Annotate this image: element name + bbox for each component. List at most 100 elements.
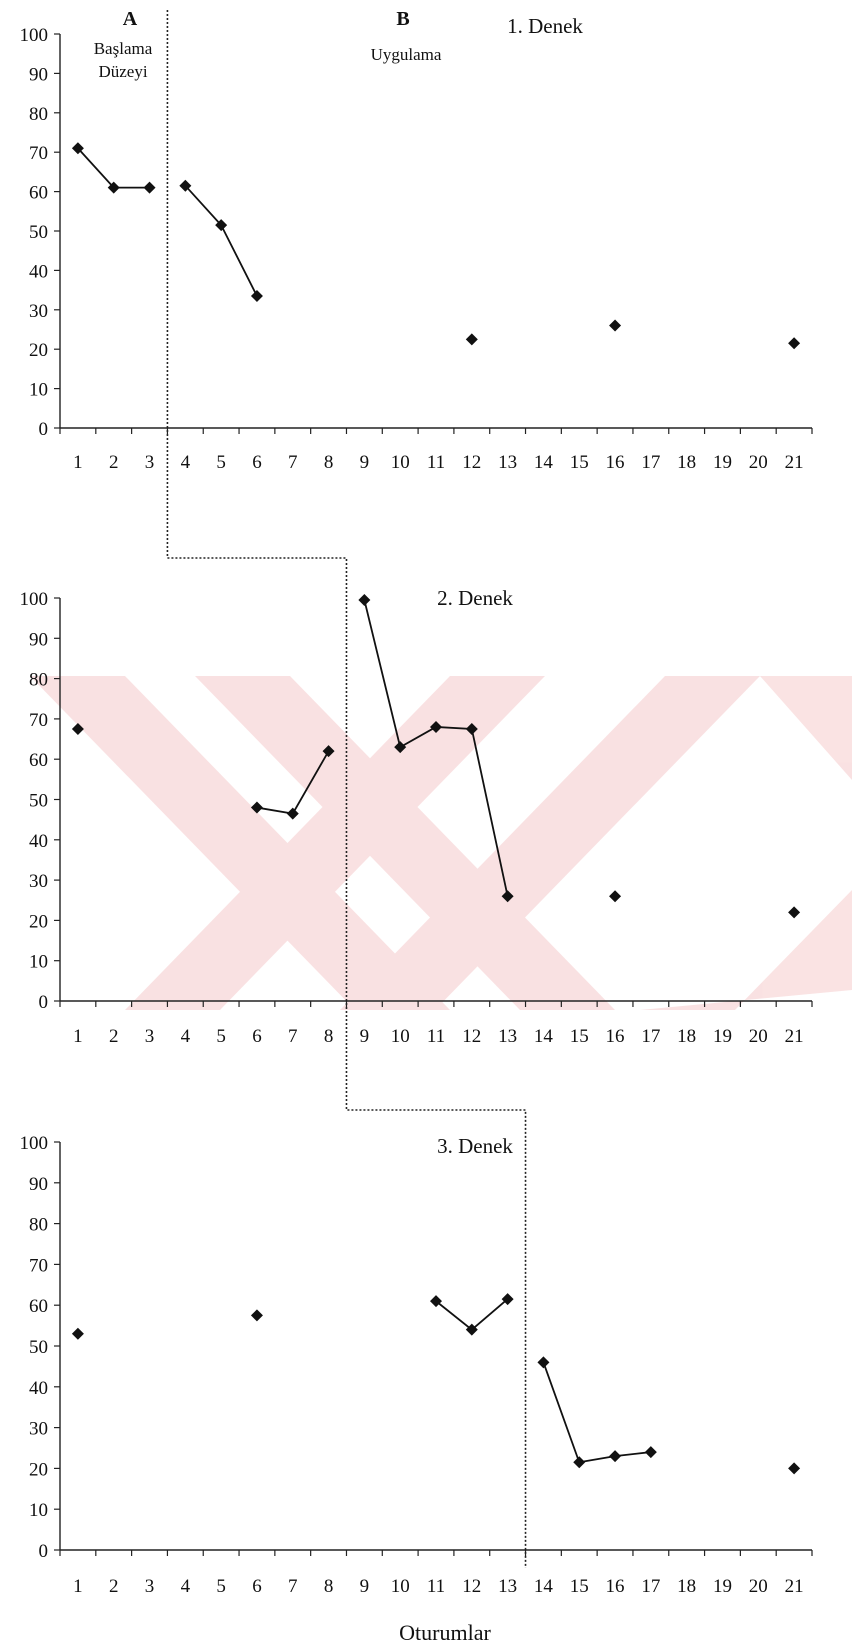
data-point (179, 179, 192, 192)
data-point (465, 333, 478, 346)
x-tick-label: 3 (145, 1576, 155, 1597)
y-tick-label: 20 (29, 911, 48, 932)
x-tick-label: 11 (427, 1026, 445, 1047)
data-point (250, 290, 263, 303)
x-tick-label: 2 (109, 452, 119, 473)
y-tick-label: 60 (29, 1296, 48, 1317)
phase-b-letter: B (396, 8, 409, 30)
x-tick-label: 8 (324, 1026, 334, 1047)
x-tick-label: 13 (498, 452, 517, 473)
y-tick-label: 20 (29, 340, 48, 361)
x-tick-label: 1 (73, 452, 83, 473)
y-tick-label: 70 (29, 1255, 48, 1276)
x-tick-label: 6 (252, 1026, 262, 1047)
x-tick-label: 15 (570, 1026, 589, 1047)
x-tick-label: 10 (391, 1026, 410, 1047)
x-tick-label: 21 (785, 452, 804, 473)
data-point (71, 1327, 84, 1340)
y-tick-label: 20 (29, 1459, 48, 1480)
x-tick-label: 12 (462, 1576, 481, 1597)
y-tick-label: 100 (20, 25, 49, 46)
y-tick-label: 90 (29, 629, 48, 650)
x-tick-label: 3 (145, 452, 155, 473)
data-point (143, 181, 156, 194)
data-point (501, 890, 514, 903)
y-tick-label: 10 (29, 380, 48, 401)
y-tick-label: 10 (29, 1500, 48, 1521)
x-tick-label: 13 (498, 1026, 517, 1047)
x-tick-label: 9 (360, 452, 370, 473)
x-tick-label: 8 (324, 452, 334, 473)
x-tick-label: 12 (462, 1026, 481, 1047)
phase-change-line (166, 10, 527, 1568)
x-tick-label: 3 (145, 1026, 155, 1047)
data-point (215, 219, 228, 232)
data-point (107, 181, 120, 194)
y-tick-label: 100 (20, 589, 49, 610)
y-tick-label: 80 (29, 1215, 48, 1236)
data-point (573, 1456, 586, 1469)
y-tick-label: 40 (29, 1378, 48, 1399)
data-point (250, 801, 263, 814)
x-tick-label: 6 (252, 1576, 262, 1597)
x-tick-label: 4 (181, 1576, 191, 1597)
panel-title: 3. Denek (437, 1134, 513, 1158)
x-tick-label: 10 (391, 452, 410, 473)
data-point (537, 1356, 550, 1369)
data-point (501, 1293, 514, 1306)
x-tick-label: 18 (677, 1576, 696, 1597)
x-tick-label: 17 (641, 1576, 660, 1597)
x-tick-label: 17 (641, 1026, 660, 1047)
series-line (184, 185, 258, 297)
y-tick-label: 50 (29, 791, 48, 812)
x-tick-label: 17 (641, 452, 660, 473)
y-tick-label: 50 (29, 222, 48, 243)
y-tick-label: 90 (29, 1174, 48, 1195)
x-tick-label: 19 (713, 452, 732, 473)
x-tick-label: 18 (677, 452, 696, 473)
y-tick-label: 30 (29, 301, 48, 322)
data-point (609, 890, 622, 903)
phase-b-name: Uygulama (371, 45, 442, 64)
data-point (322, 745, 335, 758)
y-tick-label: 50 (29, 1337, 48, 1358)
x-tick-label: 2 (109, 1576, 119, 1597)
series-line (542, 1362, 651, 1464)
x-tick-label: 20 (749, 452, 768, 473)
y-tick-label: 0 (39, 992, 49, 1013)
data-point (609, 1450, 622, 1463)
x-tick-label: 7 (288, 452, 298, 473)
x-tick-label: 13 (498, 1576, 517, 1597)
x-tick-label: 5 (216, 452, 226, 473)
x-tick-label: 2 (109, 1026, 119, 1047)
y-tick-label: 10 (29, 952, 48, 973)
data-point (286, 807, 299, 820)
y-tick-label: 40 (29, 831, 48, 852)
y-tick-label: 0 (39, 419, 49, 440)
x-tick-label: 6 (252, 452, 262, 473)
x-tick-label: 5 (216, 1576, 226, 1597)
data-point (788, 337, 801, 350)
data-point (358, 594, 371, 607)
y-tick-label: 60 (29, 750, 48, 771)
x-tick-label: 14 (534, 452, 554, 473)
phase-a-name: Düzeyi (98, 62, 147, 81)
y-tick-label: 100 (20, 1133, 49, 1154)
x-tick-label: 19 (713, 1576, 732, 1597)
data-point (644, 1446, 657, 1459)
x-tick-label: 21 (785, 1576, 804, 1597)
x-tick-label: 7 (288, 1576, 298, 1597)
data-point (788, 906, 801, 919)
x-tick-label: 5 (216, 1026, 226, 1047)
phase-a-letter: A (123, 8, 138, 30)
x-tick-label: 20 (749, 1576, 768, 1597)
x-tick-label: 21 (785, 1026, 804, 1047)
x-tick-label: 12 (462, 452, 481, 473)
x-tick-label: 16 (606, 1576, 625, 1597)
x-tick-label: 1 (73, 1026, 83, 1047)
x-tick-label: 14 (534, 1026, 554, 1047)
x-tick-label: 10 (391, 1576, 410, 1597)
